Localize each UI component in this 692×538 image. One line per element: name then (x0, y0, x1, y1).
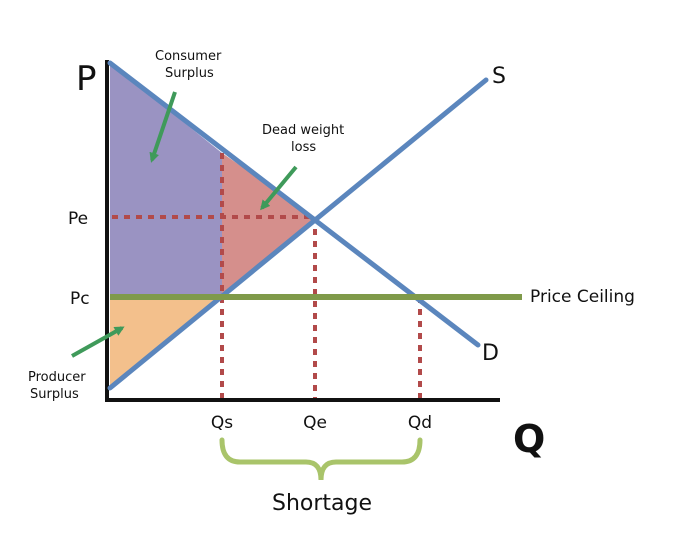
supply-label: S (492, 64, 506, 89)
supply-curve (107, 77, 489, 391)
dead-weight-loss-area (222, 153, 315, 297)
dead-weight-loss-label-line2: loss (291, 140, 316, 155)
dead-weight-loss-arrow (260, 165, 298, 211)
shortage-label: Shortage (272, 491, 372, 516)
qe-tick-label: Qe (303, 413, 327, 433)
qd-tick-label: Qd (408, 413, 432, 433)
producer-surplus-label-line1: Producer (28, 370, 86, 385)
consumer-surplus-area (110, 63, 222, 297)
pc-tick-label: Pc (70, 289, 90, 309)
dotted-guides (112, 153, 422, 398)
consumer-surplus-label-line2: Surplus (165, 66, 214, 81)
dead-weight-loss-label-line1: Dead weight (262, 123, 344, 138)
y-axis-label: P (76, 59, 97, 99)
consumer-surplus-arrow (149, 91, 177, 163)
price-ceiling-label: Price Ceiling (530, 287, 635, 307)
producer-surplus-label-line2: Surplus (30, 387, 79, 402)
pe-tick-label: Pe (68, 209, 88, 229)
demand-label: D (482, 341, 499, 366)
qs-tick-label: Qs (211, 413, 233, 433)
consumer-surplus-label-line1: Consumer (155, 49, 222, 64)
x-axis-label: Q (513, 417, 545, 461)
producer-surplus-arrow (71, 326, 125, 358)
shortage-bracket (219, 437, 423, 481)
